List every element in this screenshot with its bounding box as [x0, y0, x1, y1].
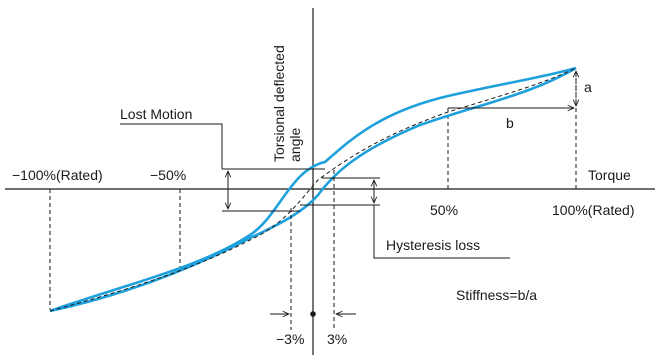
tick-pos-half: 50% — [430, 202, 458, 218]
mean-dashed-curve — [49, 67, 577, 312]
tick-neg-half: −50% — [150, 167, 186, 183]
stiffness-formula: Stiffness=b/a — [456, 287, 537, 303]
origin-dot — [310, 311, 316, 317]
tick-neg-rated: −100%(Rated) — [12, 167, 103, 183]
angle-axis-label-line2: angle — [287, 128, 303, 162]
angle-axis-label-line1: Torsional deflected — [271, 45, 287, 162]
hysteresis-loss-label: Hysteresis loss — [386, 237, 480, 253]
hysteresis-upper-curve — [49, 66, 577, 313]
a-label: a — [584, 79, 592, 95]
minus-three-label: −3% — [276, 331, 304, 347]
hysteresis-leader — [373, 205, 510, 259]
lost-motion-label: Lost Motion — [120, 106, 192, 122]
tick-pos-rated: 100%(Rated) — [552, 202, 635, 218]
lost-motion-leader — [120, 123, 223, 169]
torque-axis-label: Torque — [588, 167, 631, 183]
b-label: b — [506, 115, 514, 131]
plus-three-label: 3% — [327, 331, 347, 347]
hysteresis-lower-curve — [49, 66, 577, 313]
